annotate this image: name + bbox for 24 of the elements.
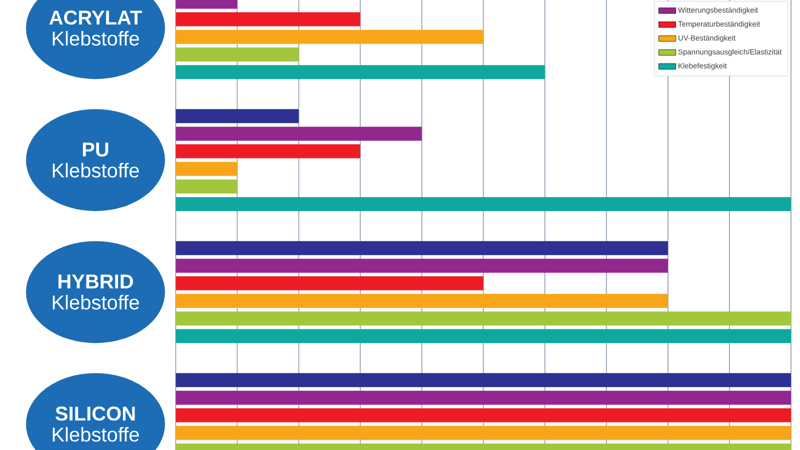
- bar: [176, 426, 792, 440]
- bar: [176, 30, 484, 44]
- bar: [176, 373, 792, 388]
- bar: [176, 294, 668, 308]
- bar: [176, 329, 792, 344]
- bar: [176, 241, 668, 256]
- y-tick-label: PU Klebstoffe: [52, 142, 139, 178]
- bar: [176, 65, 545, 80]
- bar: [176, 144, 360, 158]
- bar: [176, 162, 238, 176]
- bar: [176, 109, 299, 124]
- bar: [176, 276, 484, 290]
- bar: [176, 126, 422, 141]
- bar: [176, 180, 238, 194]
- y-tick-label: HYBRID Klebstoffe: [52, 274, 139, 310]
- y-tick-label: ACRYLAT Klebstoffe: [49, 10, 142, 46]
- y-tick-label: SILICON Klebstoffe: [52, 406, 139, 442]
- bar: [176, 12, 360, 26]
- bar: [176, 408, 792, 422]
- bar: [176, 197, 792, 212]
- bar: [176, 258, 668, 273]
- bar: [176, 48, 299, 62]
- bar: [176, 312, 792, 326]
- bar: [176, 390, 792, 405]
